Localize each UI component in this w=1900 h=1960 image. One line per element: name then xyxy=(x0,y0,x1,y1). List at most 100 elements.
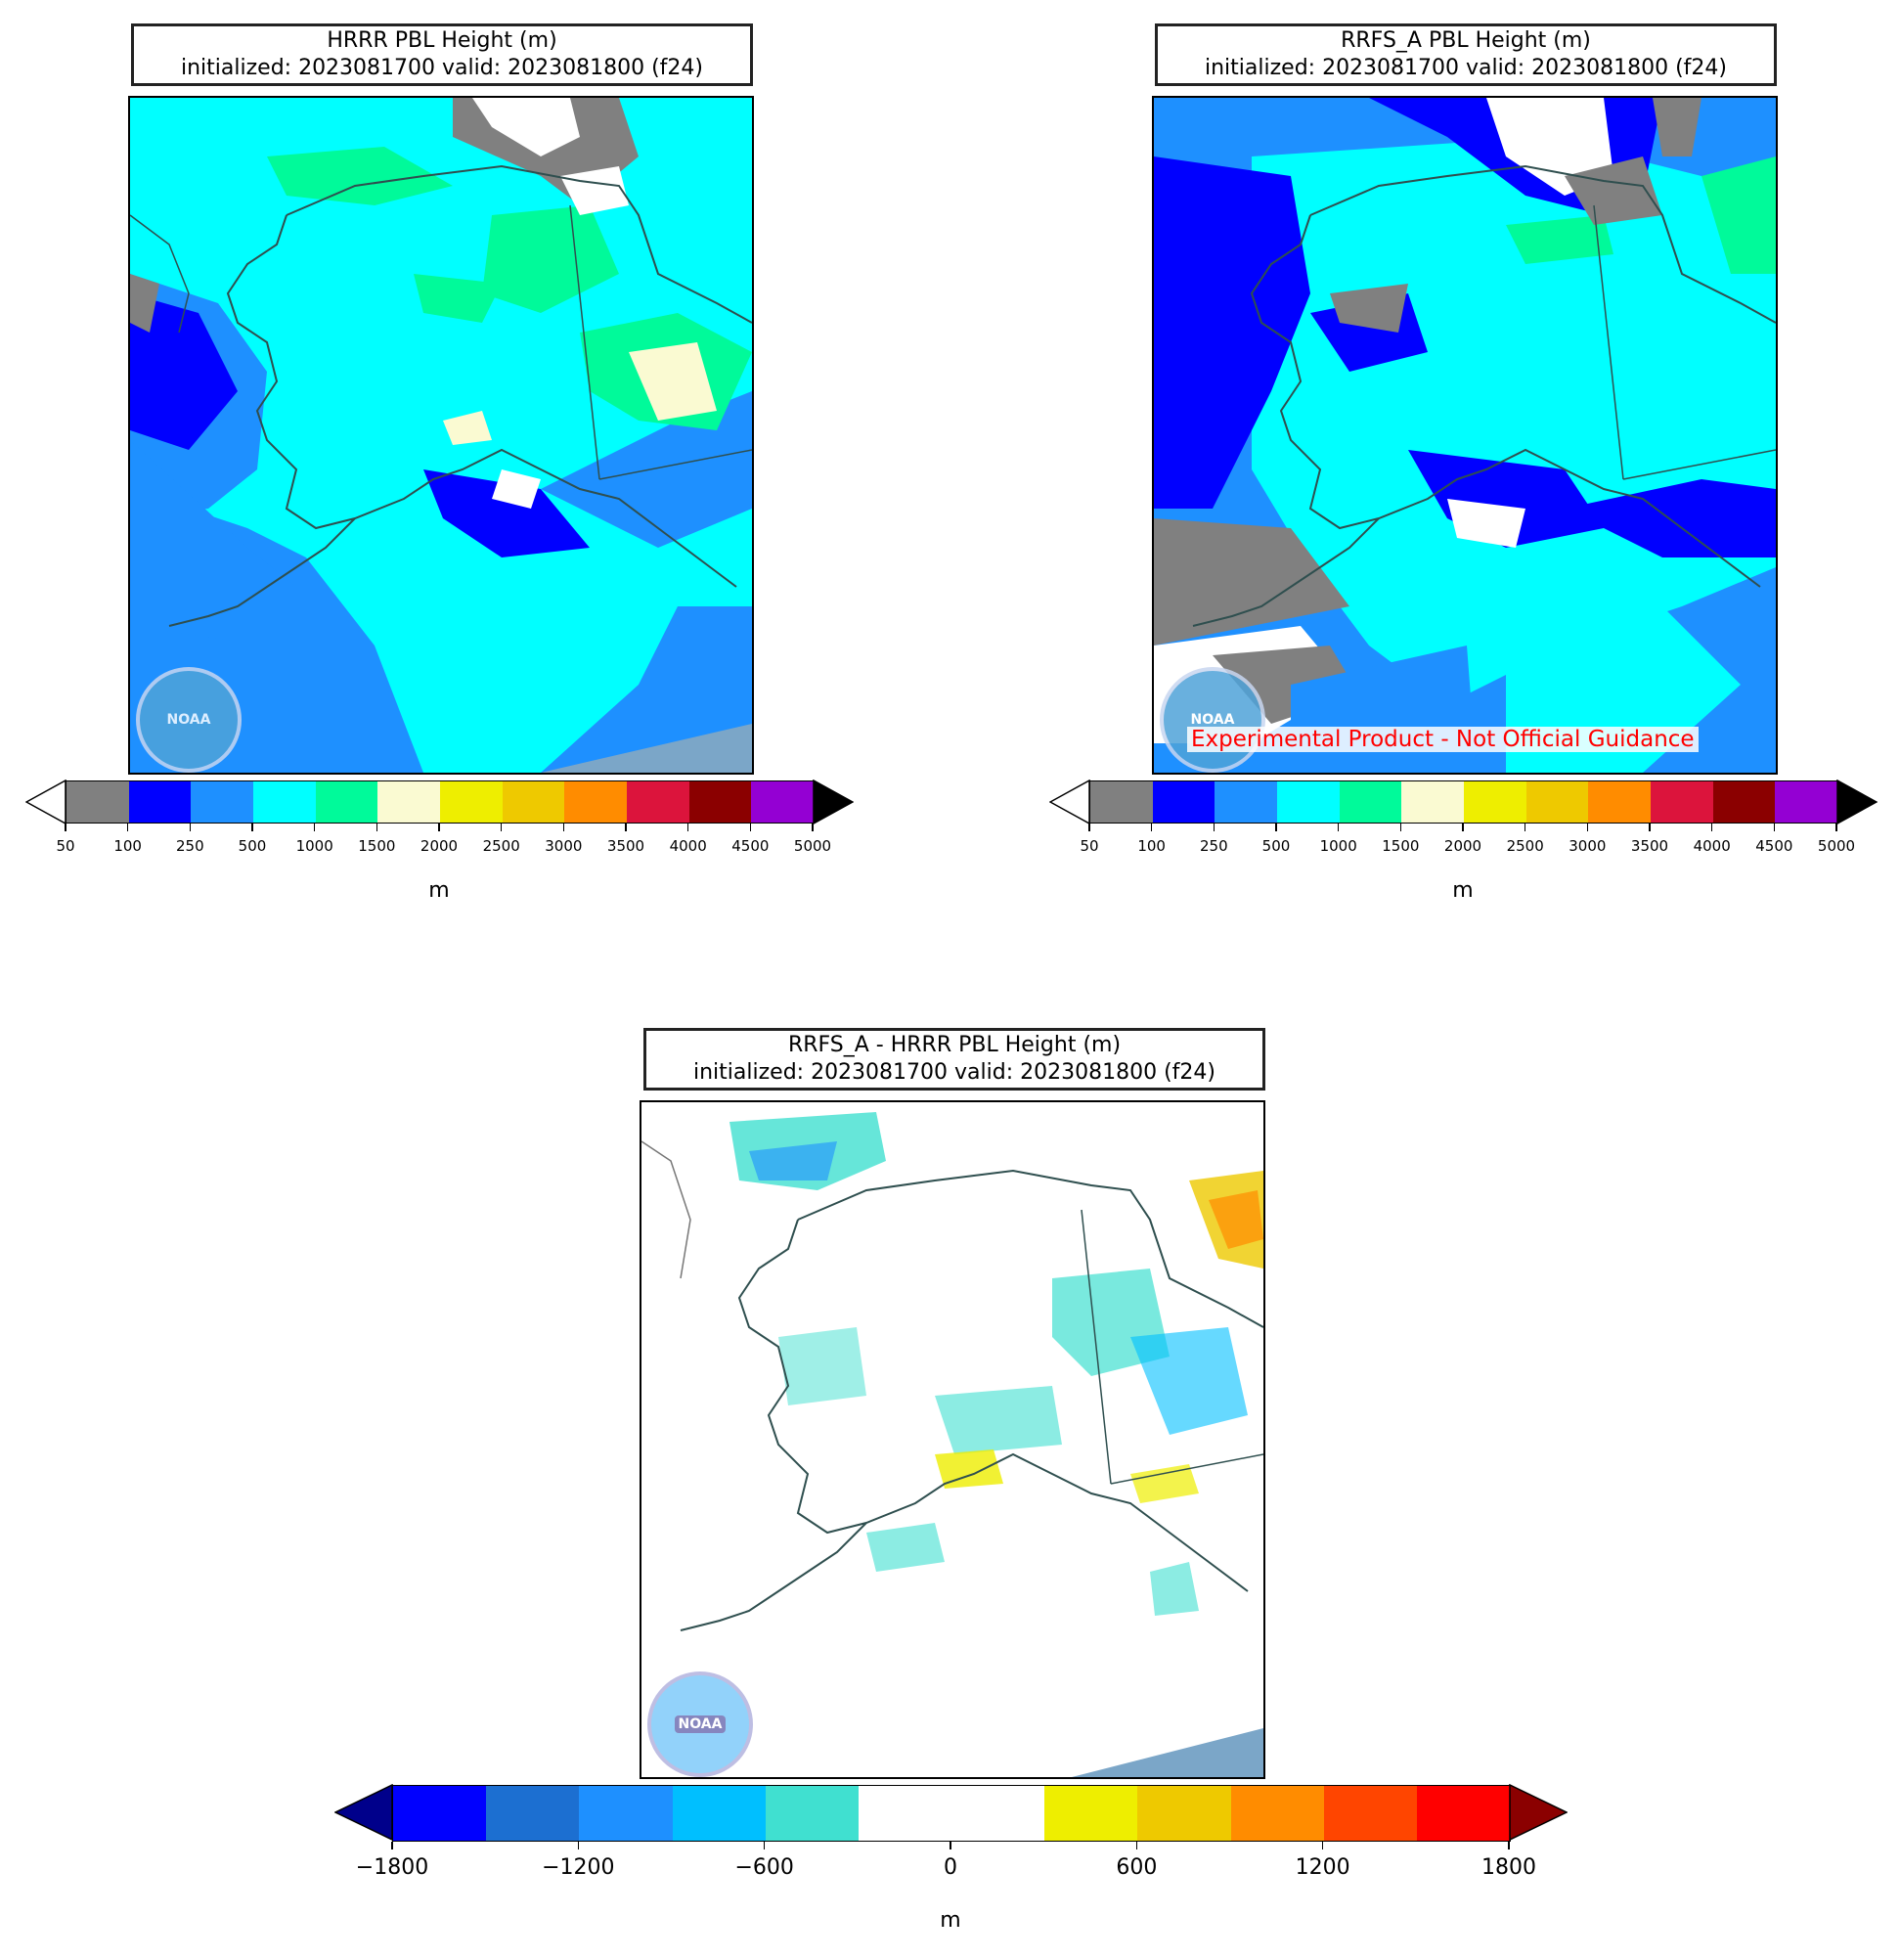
rrfs-title: RRFS_A PBL Height (m) initialized: 20230… xyxy=(1155,23,1777,86)
hrrr-map: NOAA xyxy=(128,96,754,775)
diff-colorbar-segment xyxy=(393,1786,487,1841)
hrrr-colorbar-segment xyxy=(191,781,254,823)
hrrr-colorbar-tickmark xyxy=(126,824,129,831)
rrfs-colorbar-tick-label: 5000 xyxy=(1817,837,1856,855)
diff-colorbar-segment xyxy=(672,1786,766,1841)
noaa-logo: NOAA xyxy=(136,667,242,773)
rrfs-colorbar-segment xyxy=(1588,781,1652,823)
diff-colorbar-segment xyxy=(1137,1786,1231,1841)
diff-colorbar-tick-label: −600 xyxy=(734,1855,794,1880)
diff-colorbar-under-arrow xyxy=(334,1784,393,1841)
hrrr-title-line1: HRRR PBL Height (m) xyxy=(327,28,557,53)
diff-colorbar-tick-label: −1200 xyxy=(542,1855,615,1880)
hrrr-colorbar-tickmark xyxy=(189,824,192,831)
hrrr-colorbar-segment xyxy=(688,781,752,823)
rrfs-colorbar-tickmark xyxy=(1399,824,1402,831)
rrfs-colorbar-tick-label: 1500 xyxy=(1382,837,1420,855)
diff-colorbar-over-arrow xyxy=(1509,1784,1568,1841)
rrfs-colorbar-tickmark xyxy=(1835,824,1837,831)
hrrr-colorbar-tick-label: 3500 xyxy=(606,837,645,855)
rrfs-colorbar-segment xyxy=(1775,781,1838,823)
hrrr-colorbar-tick-label: 2500 xyxy=(482,837,520,855)
diff-colorbar-tickmark xyxy=(950,1842,951,1849)
hrrr-colorbar-segment xyxy=(627,781,689,823)
rrfs-colorbar-tickmark xyxy=(1088,824,1090,831)
hrrr-colorbar-tick-label: 5000 xyxy=(793,837,832,855)
hrrr-colorbar-tickmark xyxy=(625,824,627,831)
rrfs-colorbar-tickmark xyxy=(1586,824,1589,831)
rrfs-map: NOAA Experimental Product - Not Official… xyxy=(1152,96,1778,775)
rrfs-colorbar-tickmark xyxy=(1524,824,1526,831)
hrrr-colorbar-tickmark xyxy=(313,824,316,831)
noaa-logo: NOAA xyxy=(647,1671,753,1777)
diff-colorbar-tickmark xyxy=(763,1842,766,1849)
diff-colorbar-segment xyxy=(765,1786,859,1841)
noaa-logo-label: NOAA xyxy=(1190,712,1235,728)
rrfs-colorbar-tick-label: 2000 xyxy=(1443,837,1482,855)
diff-colorbar-tickmark xyxy=(1508,1842,1510,1849)
rrfs-colorbar-segments xyxy=(1089,780,1838,824)
hrrr-colorbar-tick-label: 4500 xyxy=(731,837,770,855)
diff-colorbar-segment xyxy=(858,1786,952,1841)
hrrr-colorbar-tick-label: 50 xyxy=(56,837,75,855)
rrfs-colorbar-segment xyxy=(1339,781,1402,823)
rrfs-colorbar-segment xyxy=(1215,781,1278,823)
diff-title-line2: initialized: 2023081700 valid: 202308180… xyxy=(693,1060,1215,1085)
rrfs-colorbar-tick-label: 4000 xyxy=(1693,837,1731,855)
rrfs-colorbar-under-arrow xyxy=(1049,780,1090,824)
diff-colorbar-segment xyxy=(486,1786,580,1841)
hrrr-colorbar-tickmark xyxy=(438,824,440,831)
rrfs-colorbar-tickmark xyxy=(1773,824,1776,831)
diff-title: RRFS_A - HRRR PBL Height (m) initialized… xyxy=(643,1028,1265,1091)
rrfs-colorbar-segment xyxy=(1712,781,1776,823)
rrfs-colorbar-tick-label: 500 xyxy=(1261,837,1291,855)
diff-colorbar-segment xyxy=(579,1786,673,1841)
experimental-product-watermark: Experimental Product - Not Official Guid… xyxy=(1187,727,1699,752)
rrfs-colorbar-tick-label: 250 xyxy=(1200,837,1228,855)
rrfs-colorbar-tick-label: 4500 xyxy=(1755,837,1793,855)
hrrr-colorbar-segment xyxy=(377,781,441,823)
rrfs-colorbar-tick-label: 2500 xyxy=(1506,837,1544,855)
hrrr-colorbar-tickmark xyxy=(376,824,378,831)
rrfs-colorbar-tickmark xyxy=(1337,824,1340,831)
rrfs-title-line2: initialized: 2023081700 valid: 202308180… xyxy=(1205,56,1727,80)
diff-colorbar-tick-label: 0 xyxy=(944,1855,957,1880)
diff-colorbar-segment xyxy=(1416,1786,1511,1841)
rrfs-colorbar-segment xyxy=(1651,781,1713,823)
rrfs-colorbar-segment xyxy=(1152,781,1215,823)
diff-colorbar-tick-label: 1800 xyxy=(1481,1855,1536,1880)
hrrr-colorbar-segment xyxy=(564,781,628,823)
hrrr-colorbar-tickmark xyxy=(812,824,814,831)
hrrr-colorbar-tick-label: 100 xyxy=(113,837,142,855)
rrfs-colorbar-tickmark xyxy=(1649,824,1651,831)
hrrr-colorbar-tick-label: 4000 xyxy=(669,837,707,855)
diff-colorbar-tickmark xyxy=(577,1842,580,1849)
rrfs-colorbar-segment xyxy=(1401,781,1465,823)
diff-colorbar-segments xyxy=(392,1785,1511,1842)
rrfs-colorbar-tickmark xyxy=(1213,824,1215,831)
hrrr-colorbar-tick-label: 3000 xyxy=(545,837,583,855)
noaa-logo: NOAA xyxy=(1160,667,1265,773)
rrfs-colorbar-tick-label: 100 xyxy=(1137,837,1166,855)
diff-colorbar-segment xyxy=(1044,1786,1138,1841)
rrfs-colorbar-segment xyxy=(1525,781,1589,823)
hrrr-colorbar-segment xyxy=(253,781,316,823)
diff-colorbar-segment xyxy=(1323,1786,1417,1841)
hrrr-colorbar-segment xyxy=(128,781,192,823)
diff-colorbar-tickmark xyxy=(391,1842,393,1849)
rrfs-colorbar-tick-label: 3000 xyxy=(1569,837,1607,855)
diff-colorbar-tickmark xyxy=(1135,1842,1138,1849)
diff-colorbar-unit: m xyxy=(940,1908,961,1933)
hrrr-colorbar-tickmark xyxy=(500,824,503,831)
hrrr-colorbar-over-arrow xyxy=(813,780,854,824)
rrfs-colorbar-tick-label: 3500 xyxy=(1630,837,1669,855)
hrrr-colorbar-tick-label: 1000 xyxy=(295,837,333,855)
hrrr-colorbar-segment xyxy=(502,781,565,823)
diff-map: NOAA xyxy=(640,1100,1265,1779)
hrrr-colorbar-tickmark xyxy=(251,824,253,831)
hrrr-colorbar-segment xyxy=(66,781,129,823)
hrrr-colorbar-tickmark xyxy=(686,824,689,831)
hrrr-colorbar-tickmark xyxy=(65,824,66,831)
rrfs-colorbar-tick-label: 50 xyxy=(1080,837,1099,855)
rrfs-colorbar-over-arrow xyxy=(1836,780,1878,824)
